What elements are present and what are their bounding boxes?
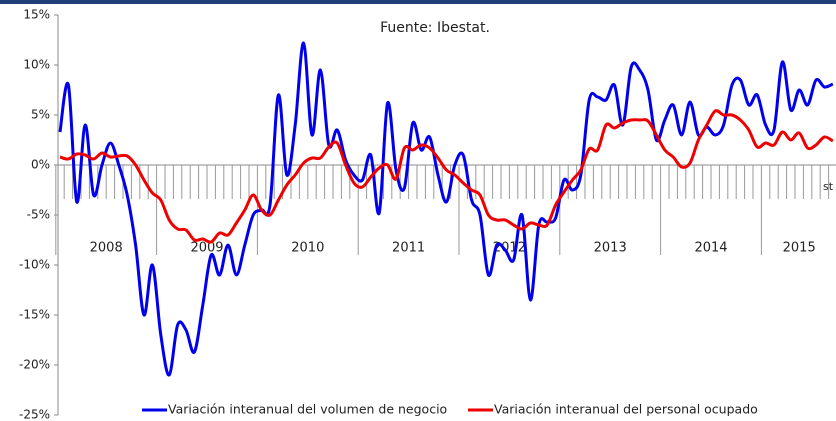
x-tick-label: 2015: [783, 241, 816, 256]
legend-label: Variación interanual del volumen de nego…: [168, 402, 447, 417]
top-border: [0, 0, 836, 4]
y-tick-label: -10%: [19, 258, 50, 272]
y-tick-label: -15%: [19, 308, 50, 322]
y-tick-label: 15%: [23, 8, 50, 22]
x-tick-label: 2014: [694, 241, 727, 256]
chart-title: Fuente: Ibestat.: [380, 20, 490, 36]
x-tick-label: 2013: [594, 241, 627, 256]
x-tick-label: 2011: [392, 241, 425, 256]
x-tick-label: 2010: [291, 241, 324, 256]
y-tick-label: 10%: [23, 58, 50, 72]
y-tick-label: -25%: [19, 408, 50, 421]
y-tick-label: -20%: [19, 358, 50, 372]
legend-label: Variación interanual del personal ocupad…: [494, 402, 758, 417]
series-line: [58, 41, 834, 377]
y-tick-label: 0%: [31, 158, 50, 172]
y-tick-label: 5%: [31, 108, 50, 122]
x-tick-label: 2009: [190, 241, 223, 256]
x-tick-label: 2008: [90, 241, 123, 256]
y-tick-label: -5%: [27, 208, 50, 222]
series-line: [59, 109, 834, 244]
